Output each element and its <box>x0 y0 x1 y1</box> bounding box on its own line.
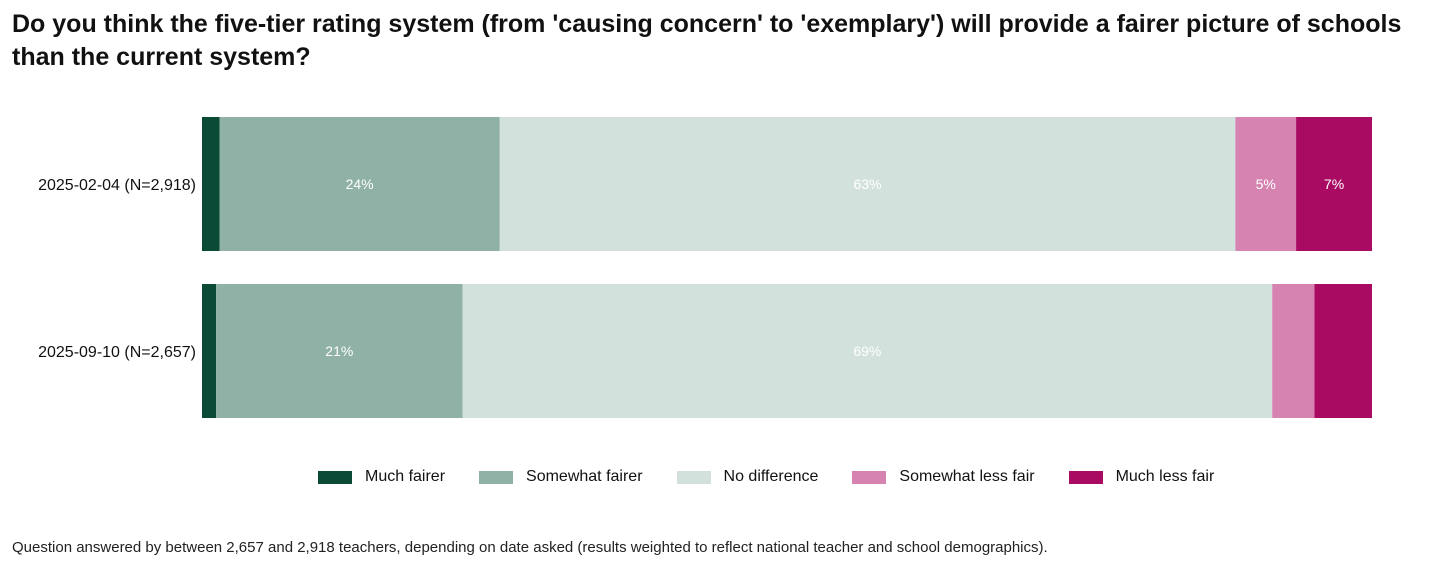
data-label: 69% <box>853 343 881 359</box>
bar-segment-much-fairer <box>202 284 217 418</box>
legend-swatch <box>479 470 514 484</box>
legend-item: Much fairer <box>318 468 445 486</box>
legend-label: No difference <box>723 468 819 485</box>
legend-swatch <box>1068 470 1103 484</box>
category-label: 2025-02-04 (N=2,918) <box>38 177 196 194</box>
bar-segment-no-difference <box>462 284 1273 418</box>
legend-item: No difference <box>676 468 819 486</box>
legend-item: Somewhat less fair <box>852 468 1035 486</box>
bar-segment-no-difference <box>499 117 1236 251</box>
data-label: 5% <box>1256 176 1276 192</box>
legend-item: Somewhat fairer <box>479 468 643 486</box>
legend-label: Much fairer <box>365 468 446 485</box>
category-label: 2025-09-10 (N=2,657) <box>38 344 196 361</box>
bar-segment-somewhat-fairer <box>219 117 500 251</box>
stacked-bar-chart: 2025-02-04 (N=2,918) 24% 63% 5% 7% 2025-09-10… <box>38 117 1372 418</box>
bar-segment-somewhat-fairer <box>216 284 463 418</box>
legend-label: Somewhat less fair <box>899 468 1035 485</box>
legend-label: Somewhat fairer <box>526 468 643 485</box>
footnote: Question answered by between 2,657 and 2… <box>12 539 1048 556</box>
data-label: 24% <box>346 176 374 192</box>
bar-segment-much-less-fair <box>1314 284 1372 418</box>
legend-swatch <box>318 470 352 484</box>
legend-swatch <box>852 470 887 484</box>
bar-segment-somewhat-less-fair <box>1272 284 1315 418</box>
bar-segment-much-less-fair <box>1296 117 1372 251</box>
data-label: 21% <box>325 343 353 359</box>
chart-title: Do you think the five-tier rating system… <box>12 10 1402 71</box>
bar-segment-somewhat-less-fair <box>1235 117 1297 251</box>
legend-item: Much less fair <box>1068 468 1215 486</box>
data-label: 7% <box>1324 176 1344 192</box>
legend-swatch <box>676 470 711 484</box>
data-label: 63% <box>854 176 882 192</box>
legend: Much fairer Somewhat fairer No difference S… <box>318 468 1214 486</box>
bar-segment-much-fairer <box>202 117 220 251</box>
legend-label: Much less fair <box>1115 468 1215 485</box>
